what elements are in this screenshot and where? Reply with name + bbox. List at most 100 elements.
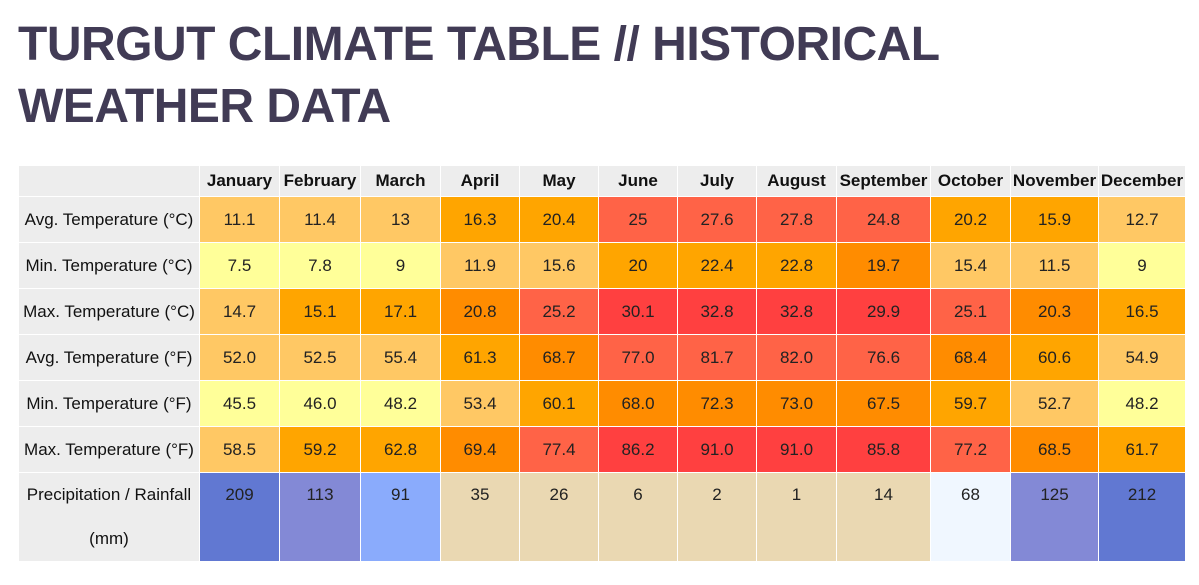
month-header-june: June: [598, 165, 678, 197]
value-cell: 11.4: [279, 196, 361, 243]
value-cell: 60.1: [519, 380, 599, 427]
value-cell: 11.5: [1010, 242, 1099, 289]
value-cell: 26: [519, 472, 599, 562]
row-label: Min. Temperature (°C): [18, 242, 200, 289]
month-header-july: July: [677, 165, 757, 197]
value-cell: 20: [598, 242, 678, 289]
value-cell: 32.8: [677, 288, 757, 335]
value-cell: 77.4: [519, 426, 599, 473]
month-header-august: August: [756, 165, 837, 197]
value-cell: 91.0: [756, 426, 837, 473]
value-cell: 46.0: [279, 380, 361, 427]
month-header-may: May: [519, 165, 599, 197]
value-cell: 9: [360, 242, 441, 289]
value-cell: 25.2: [519, 288, 599, 335]
page-title: TURGUT CLIMATE TABLE // HISTORICAL WEATH…: [18, 18, 939, 133]
value-cell: 91: [360, 472, 441, 562]
value-cell: 20.3: [1010, 288, 1099, 335]
value-cell: 27.6: [677, 196, 757, 243]
month-header-february: February: [279, 165, 361, 197]
value-cell: 91.0: [677, 426, 757, 473]
row-label: Min. Temperature (°F): [18, 380, 200, 427]
table-row: Avg. Temperature (°F) 52.0 52.5 55.4 61.3 68.…: [18, 334, 1186, 381]
month-header-october: October: [930, 165, 1011, 197]
value-cell: 77.0: [598, 334, 678, 381]
value-cell: 24.8: [836, 196, 931, 243]
value-cell: 61.3: [440, 334, 520, 381]
value-cell: 13: [360, 196, 441, 243]
value-cell: 68.7: [519, 334, 599, 381]
value-cell: 22.8: [756, 242, 837, 289]
row-label: Max. Temperature (°C): [18, 288, 200, 335]
value-cell: 69.4: [440, 426, 520, 473]
table-row: Min. Temperature (°F) 45.5 46.0 48.2 53.4 60.…: [18, 380, 1186, 427]
value-cell: 15.1: [279, 288, 361, 335]
header-row: January February March April May June July Augu…: [18, 165, 1186, 197]
value-cell: 62.8: [360, 426, 441, 473]
table-row: Precipitation / Rainfall (mm) 209 113 91 35 2…: [18, 472, 1186, 562]
value-cell: 59.7: [930, 380, 1011, 427]
table-row: Max. Temperature (°F) 58.5 59.2 62.8 69.4 77.…: [18, 426, 1186, 473]
row-label: Avg. Temperature (°F): [18, 334, 200, 381]
value-cell: 14: [836, 472, 931, 562]
value-cell: 60.6: [1010, 334, 1099, 381]
table-row: Min. Temperature (°C) 7.5 7.8 9 11.9 15.6 20 22…: [18, 242, 1186, 289]
value-cell: 25: [598, 196, 678, 243]
value-cell: 86.2: [598, 426, 678, 473]
value-cell: 212: [1098, 472, 1186, 562]
value-cell: 2: [677, 472, 757, 562]
value-cell: 14.7: [199, 288, 280, 335]
value-cell: 35: [440, 472, 520, 562]
value-cell: 85.8: [836, 426, 931, 473]
value-cell: 73.0: [756, 380, 837, 427]
value-cell: 68.0: [598, 380, 678, 427]
value-cell: 6: [598, 472, 678, 562]
value-cell: 20.4: [519, 196, 599, 243]
month-header-september: September: [836, 165, 931, 197]
value-cell: 81.7: [677, 334, 757, 381]
value-cell: 20.2: [930, 196, 1011, 243]
value-cell: 7.8: [279, 242, 361, 289]
month-header-march: March: [360, 165, 441, 197]
value-cell: 54.9: [1098, 334, 1186, 381]
value-cell: 52.7: [1010, 380, 1099, 427]
value-cell: 45.5: [199, 380, 280, 427]
month-header-december: December: [1098, 165, 1186, 197]
value-cell: 82.0: [756, 334, 837, 381]
value-cell: 19.7: [836, 242, 931, 289]
climate-table: January February March April May June July Augu…: [18, 165, 1186, 562]
table-row: Max. Temperature (°C) 14.7 15.1 17.1 20.8 25.…: [18, 288, 1186, 335]
value-cell: 16.3: [440, 196, 520, 243]
value-cell: 68: [930, 472, 1011, 562]
value-cell: 27.8: [756, 196, 837, 243]
value-cell: 125: [1010, 472, 1099, 562]
corner-cell: [18, 165, 200, 197]
value-cell: 55.4: [360, 334, 441, 381]
value-cell: 53.4: [440, 380, 520, 427]
month-header-january: January: [199, 165, 280, 197]
value-cell: 17.1: [360, 288, 441, 335]
value-cell: 48.2: [360, 380, 441, 427]
value-cell: 61.7: [1098, 426, 1186, 473]
value-cell: 1: [756, 472, 837, 562]
value-cell: 25.1: [930, 288, 1011, 335]
value-cell: 11.9: [440, 242, 520, 289]
value-cell: 9: [1098, 242, 1186, 289]
value-cell: 52.5: [279, 334, 361, 381]
value-cell: 20.8: [440, 288, 520, 335]
month-header-november: November: [1010, 165, 1099, 197]
value-cell: 209: [199, 472, 280, 562]
value-cell: 12.7: [1098, 196, 1186, 243]
value-cell: 113: [279, 472, 361, 562]
table-row: Avg. Temperature (°C) 11.1 11.4 13 16.3 20.4 2…: [18, 196, 1186, 243]
row-label: Precipitation / Rainfall (mm): [18, 472, 200, 562]
row-label: Max. Temperature (°F): [18, 426, 200, 473]
value-cell: 77.2: [930, 426, 1011, 473]
value-cell: 15.6: [519, 242, 599, 289]
value-cell: 16.5: [1098, 288, 1186, 335]
value-cell: 67.5: [836, 380, 931, 427]
value-cell: 59.2: [279, 426, 361, 473]
row-label: Avg. Temperature (°C): [18, 196, 200, 243]
value-cell: 15.9: [1010, 196, 1099, 243]
value-cell: 30.1: [598, 288, 678, 335]
